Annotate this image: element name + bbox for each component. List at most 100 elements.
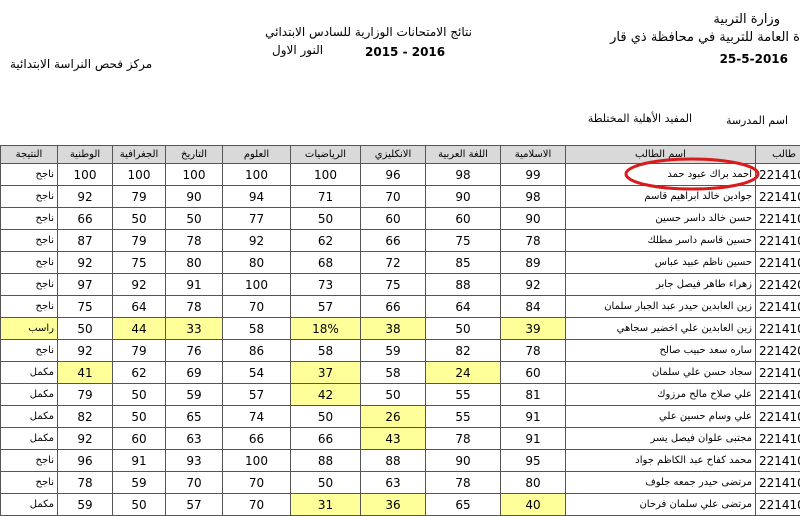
grade: 69 <box>166 362 223 384</box>
grade: 93 <box>166 450 223 472</box>
student-id: 221410 <box>756 406 800 428</box>
grade: 58 <box>291 340 361 362</box>
grade: 64 <box>426 296 501 318</box>
result: مكمل <box>1 362 58 384</box>
grade: 92 <box>501 274 566 296</box>
grade: 24 <box>426 362 501 384</box>
grade: 60 <box>113 428 166 450</box>
grade: 72 <box>361 252 426 274</box>
grade: 94 <box>223 186 291 208</box>
student-name: علي وسام حسين علي <box>566 406 756 428</box>
column-header: الجغرافية <box>113 146 166 164</box>
student-id: 221410 <box>756 230 800 252</box>
grade: 96 <box>361 164 426 186</box>
grade: 31 <box>291 494 361 516</box>
grade: 100 <box>223 164 291 186</box>
grade: 60 <box>501 362 566 384</box>
grade: 79 <box>113 230 166 252</box>
grade: 75 <box>113 252 166 274</box>
school-label: اسم المدرسة <box>726 114 788 127</box>
grade: 57 <box>166 494 223 516</box>
grade: 50 <box>426 318 501 340</box>
grade: 82 <box>426 340 501 362</box>
grade: 76 <box>166 340 223 362</box>
column-header: اللغة العربية <box>426 146 501 164</box>
grade: 84 <box>501 296 566 318</box>
student-id: 221410 <box>756 472 800 494</box>
student-id: 221420 <box>756 274 800 296</box>
ministry: وزارة التربية <box>713 12 780 27</box>
result: ناجح <box>1 472 58 494</box>
student-name: زهراء طاهر فيصل جابر <box>566 274 756 296</box>
grade: 100 <box>166 164 223 186</box>
student-id: 221410 <box>756 296 800 318</box>
grade: 77 <box>223 208 291 230</box>
student-name: سجاد حسن علي سلمان <box>566 362 756 384</box>
grade: 59 <box>58 494 113 516</box>
student-name: ساره سعد حبيب صالح <box>566 340 756 362</box>
grade: 79 <box>113 186 166 208</box>
student-id: 221410 <box>756 362 800 384</box>
grade: 71 <box>291 186 361 208</box>
grade: 90 <box>166 186 223 208</box>
grade: 98 <box>426 164 501 186</box>
grade: 78 <box>501 340 566 362</box>
column-header: الوطنية <box>58 146 113 164</box>
grade: 92 <box>58 252 113 274</box>
student-name: احمد براك عبود حمد <box>566 164 756 186</box>
grade: 100 <box>223 274 291 296</box>
grade: 43 <box>361 428 426 450</box>
grade: 63 <box>361 472 426 494</box>
student-id: 221410 <box>756 494 800 516</box>
student-id: 221410 <box>756 318 800 340</box>
grade: 92 <box>58 340 113 362</box>
grade: 50 <box>113 494 166 516</box>
result: راسب <box>1 318 58 340</box>
grade: 70 <box>223 494 291 516</box>
grade: 85 <box>426 252 501 274</box>
grade: 50 <box>113 384 166 406</box>
grade: 33 <box>166 318 223 340</box>
grade: 80 <box>501 472 566 494</box>
grade: 55 <box>426 406 501 428</box>
column-header: النتيجة <box>1 146 58 164</box>
center: مركز فحص النراسة الابتدائية <box>10 57 152 71</box>
grade: 38 <box>361 318 426 340</box>
student-id: 221420 <box>756 340 800 362</box>
student-name: محمد كفاح عبد الكاظم جواد <box>566 450 756 472</box>
student-name: زين العابدين حيدر عبد الجبار سلمان <box>566 296 756 318</box>
grade: 96 <box>58 450 113 472</box>
student-name: حسن خالد داسر حسين <box>566 208 756 230</box>
grade: 97 <box>58 274 113 296</box>
student-name: علي صلاح مالح مرزوك <box>566 384 756 406</box>
grade: 70 <box>223 296 291 318</box>
grade: 44 <box>113 318 166 340</box>
grade: 59 <box>361 340 426 362</box>
grade: 100 <box>113 164 166 186</box>
grade: 82 <box>58 406 113 428</box>
student-id: 221410 <box>756 186 800 208</box>
student-id: 221410 <box>756 164 800 186</box>
student-id: 221410 <box>756 428 800 450</box>
grade: 78 <box>426 428 501 450</box>
student-name: مرتضى حيدر جمعه جلوف <box>566 472 756 494</box>
grade: 70 <box>166 472 223 494</box>
result: ناجح <box>1 230 58 252</box>
grade: 73 <box>291 274 361 296</box>
grade: 50 <box>291 208 361 230</box>
student-name: مرتضى علي سلمان فرحان <box>566 494 756 516</box>
result: مكمل <box>1 494 58 516</box>
column-header: التاريخ <box>166 146 223 164</box>
result: ناجح <box>1 340 58 362</box>
grade: 59 <box>113 472 166 494</box>
result: ناجح <box>1 186 58 208</box>
result: ناجح <box>1 164 58 186</box>
